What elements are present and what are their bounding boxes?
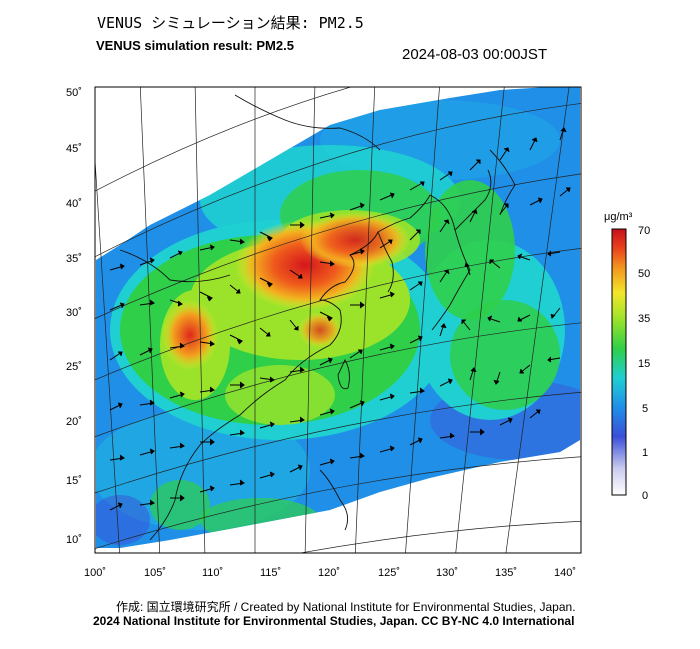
lon-tick-label: 125˚ [378, 567, 400, 579]
wind-arrow-row [109, 356, 561, 461]
credit-line: 作成: 国立環境研究所 / Created by National Instit… [116, 600, 576, 614]
lat-tick-label: 10˚ [66, 534, 82, 546]
colorbar-tick: 50 [638, 268, 650, 280]
colorbar-tick: 70 [638, 225, 650, 237]
wind-vectors [109, 127, 571, 511]
wind-arrow-row [109, 187, 571, 311]
coastlines [119, 94, 516, 541]
lat-tick-label: 45˚ [66, 143, 82, 155]
lon-tick-label: 130˚ [436, 567, 458, 579]
lat-tick-label: 25˚ [66, 361, 82, 373]
map-frame [94, 86, 582, 554]
lon-tick-label: 110˚ [202, 567, 223, 579]
lat-tick-label: 15˚ [66, 475, 82, 487]
graticule [95, 87, 581, 553]
wind-arrow-row [109, 250, 561, 361]
latitude-axis: 50˚ 45˚ 40˚ 35˚ 30˚ 25˚ 20˚ 15˚ 10˚ [66, 87, 82, 546]
lon-tick-label: 140˚ [554, 567, 576, 579]
colorbar-tick: 0 [642, 490, 648, 502]
colorbar-unit: μg/m³ [604, 211, 633, 223]
lon-tick-label: 115˚ [260, 567, 281, 579]
wind-arrow-row [109, 409, 541, 511]
wind-arrow-row [109, 127, 567, 271]
lat-tick-label: 20˚ [66, 416, 82, 428]
title-english: VENUS simulation result: PM2.5 [96, 38, 294, 53]
colorbar-tick: 35 [638, 313, 650, 325]
lat-tick-label: 30˚ [66, 307, 82, 319]
lon-tick-label: 120˚ [318, 567, 340, 579]
colorbar-tick: 5 [642, 403, 648, 415]
lat-tick-label: 35˚ [66, 253, 82, 265]
lat-tick-label: 50˚ [66, 87, 82, 99]
colorbar-scale [611, 228, 627, 496]
lon-tick-label: 135˚ [495, 567, 517, 579]
copyright-line: 2024 National Institute for Environmenta… [93, 614, 575, 628]
title-japanese: VENUS シミュレーション結果: PM2.5 [97, 14, 364, 32]
longitude-axis: 100˚ 105˚ 110˚ 115˚ 120˚ 125˚ 130˚ 135˚ … [84, 567, 576, 579]
lon-tick-label: 100˚ [84, 567, 106, 579]
lat-tick-label: 40˚ [66, 198, 82, 210]
colorbar-tick: 15 [638, 358, 650, 370]
colorbar: μg/m³ 70 50 35 15 5 1 0 [604, 211, 650, 502]
lon-tick-label: 105˚ [144, 567, 166, 579]
forecast-timestamp: 2024-08-03 00:00JST [402, 46, 548, 63]
colorbar-tick: 1 [642, 447, 648, 459]
wind-arrow-row [109, 307, 561, 411]
